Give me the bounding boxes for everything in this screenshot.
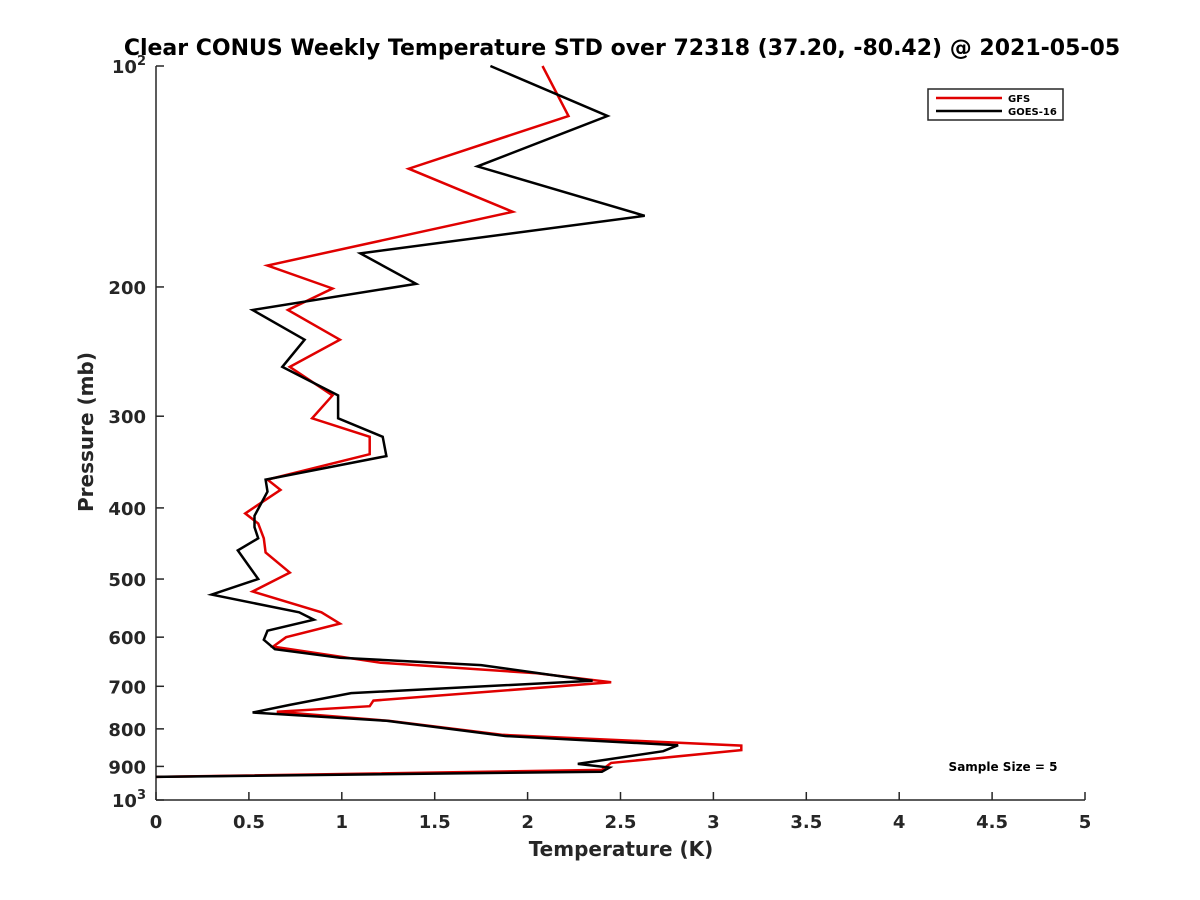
y-tick-label: 600 xyxy=(108,628,146,649)
x-tick-label: 0 xyxy=(150,812,163,833)
y-tick-label: 102 xyxy=(112,54,146,78)
x-tick-label: 0.5 xyxy=(233,812,265,833)
x-tick-label: 4.5 xyxy=(976,812,1008,833)
x-tick-label: 4 xyxy=(893,812,906,833)
x-tick-label: 3 xyxy=(707,812,720,833)
x-tick-label: 5 xyxy=(1079,812,1092,833)
y-tick-label: 800 xyxy=(108,720,146,741)
legend: GFS GOES-16 xyxy=(927,88,1064,121)
x-axis-label: Temperature (K) xyxy=(529,837,714,861)
x-tick-label: 1.5 xyxy=(419,812,451,833)
series-layer xyxy=(155,64,743,779)
legend-entry-label: GOES-16 xyxy=(1008,107,1057,118)
y-tick-label: 200 xyxy=(108,278,146,299)
series-line-gfs xyxy=(155,65,743,779)
legend-box xyxy=(927,88,1064,121)
legend-entry-label: GFS xyxy=(1008,94,1030,105)
sample-size-annotation: Sample Size = 5 xyxy=(949,760,1058,774)
y-tick-label: 103 xyxy=(112,788,146,812)
y-axis-label: Pressure (mb) xyxy=(74,352,98,512)
y-tick-label: 900 xyxy=(108,757,146,778)
x-tick-label: 2 xyxy=(521,812,534,833)
y-tick-label: 500 xyxy=(108,570,146,591)
x-tick-label: 2.5 xyxy=(605,812,637,833)
x-tick-label: 3.5 xyxy=(790,812,822,833)
ticks-layer: 0 0.5 1 1.5 2 2.5 3 3.5 4 4.5 5 102 200 300 400 500 600 7… xyxy=(108,54,1091,833)
x-tick-label: 1 xyxy=(336,812,349,833)
y-tick-label: 700 xyxy=(108,677,146,698)
series-line-goes-16 xyxy=(155,64,679,779)
y-tick-label: 300 xyxy=(108,407,146,428)
y-tick-label: 400 xyxy=(108,499,146,520)
chart-title: Clear CONUS Weekly Temperature STD over … xyxy=(124,36,1120,61)
axes xyxy=(155,66,1085,801)
